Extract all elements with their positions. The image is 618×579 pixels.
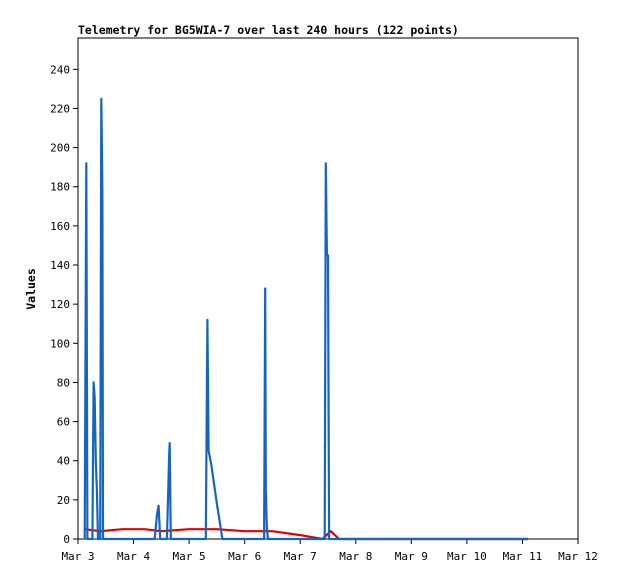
x-tick-label: Mar 5	[173, 550, 206, 563]
y-tick-label: 40	[57, 455, 70, 468]
y-tick-label: 100	[50, 337, 70, 350]
x-tick-label: Mar 11	[503, 550, 543, 563]
series-1-line	[84, 528, 528, 541]
y-tick-label: 120	[50, 298, 70, 311]
series-0-line	[83, 97, 528, 541]
y-tick-label: 180	[50, 181, 70, 194]
y-tick-label: 140	[50, 259, 70, 272]
x-tick-label: Mar 7	[284, 550, 317, 563]
x-axis-ticks: Mar 3 Mar 4 Mar 5 Mar 6 Mar 7 Mar 8 Mar 9 Mar 1…	[61, 539, 598, 563]
series-lines	[83, 97, 528, 541]
x-tick-label: Mar 12	[558, 550, 598, 563]
x-tick-label: Mar 4	[117, 550, 150, 563]
y-tick-label: 220	[50, 102, 70, 115]
x-tick-label: Mar 3	[61, 550, 94, 563]
y-tick-label: 80	[57, 376, 70, 389]
y-axis-ticks: 0 20 40 60 80 100 120 140 160 180 200 220 240	[50, 63, 78, 546]
y-tick-label: 160	[50, 220, 70, 233]
chart-title: Telemetry for BG5WIA-7 over last 240 hou…	[78, 23, 459, 37]
y-axis-label: Values	[24, 268, 38, 310]
x-tick-label: Mar 8	[339, 550, 372, 563]
y-tick-label: 20	[57, 494, 70, 507]
x-tick-label: Mar 9	[395, 550, 428, 563]
y-tick-label: 60	[57, 416, 70, 429]
y-tick-label: 240	[50, 63, 70, 76]
y-tick-label: 200	[50, 142, 70, 155]
y-tick-label: 0	[63, 533, 70, 546]
x-tick-label: Mar 10	[447, 550, 487, 563]
x-tick-label: Mar 6	[228, 550, 261, 563]
